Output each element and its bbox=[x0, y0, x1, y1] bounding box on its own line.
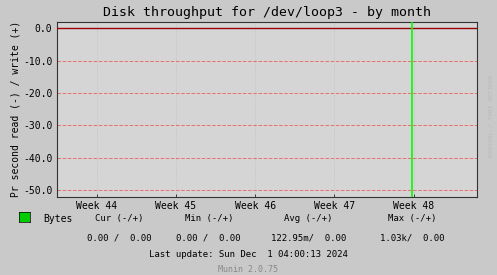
Text: 122.95m/  0.00: 122.95m/ 0.00 bbox=[270, 233, 346, 242]
Text: Last update: Sun Dec  1 04:00:13 2024: Last update: Sun Dec 1 04:00:13 2024 bbox=[149, 250, 348, 259]
Text: Max (-/+): Max (-/+) bbox=[388, 214, 437, 223]
Y-axis label: Pr second read (-) / write (+): Pr second read (-) / write (+) bbox=[10, 21, 20, 197]
Text: 0.00 /  0.00: 0.00 / 0.00 bbox=[87, 233, 152, 242]
Text: Min (-/+): Min (-/+) bbox=[184, 214, 233, 223]
Title: Disk throughput for /dev/loop3 - by month: Disk throughput for /dev/loop3 - by mont… bbox=[103, 6, 431, 20]
Text: 0.00 /  0.00: 0.00 / 0.00 bbox=[176, 233, 241, 242]
Text: Bytes: Bytes bbox=[44, 214, 73, 224]
Text: 1.03k/  0.00: 1.03k/ 0.00 bbox=[380, 233, 445, 242]
Text: Cur (-/+): Cur (-/+) bbox=[95, 214, 144, 223]
Text: Munin 2.0.75: Munin 2.0.75 bbox=[219, 265, 278, 274]
Text: Avg (-/+): Avg (-/+) bbox=[284, 214, 332, 223]
Text: RRDTOOL / TOBI OETIKER: RRDTOOL / TOBI OETIKER bbox=[489, 74, 494, 157]
